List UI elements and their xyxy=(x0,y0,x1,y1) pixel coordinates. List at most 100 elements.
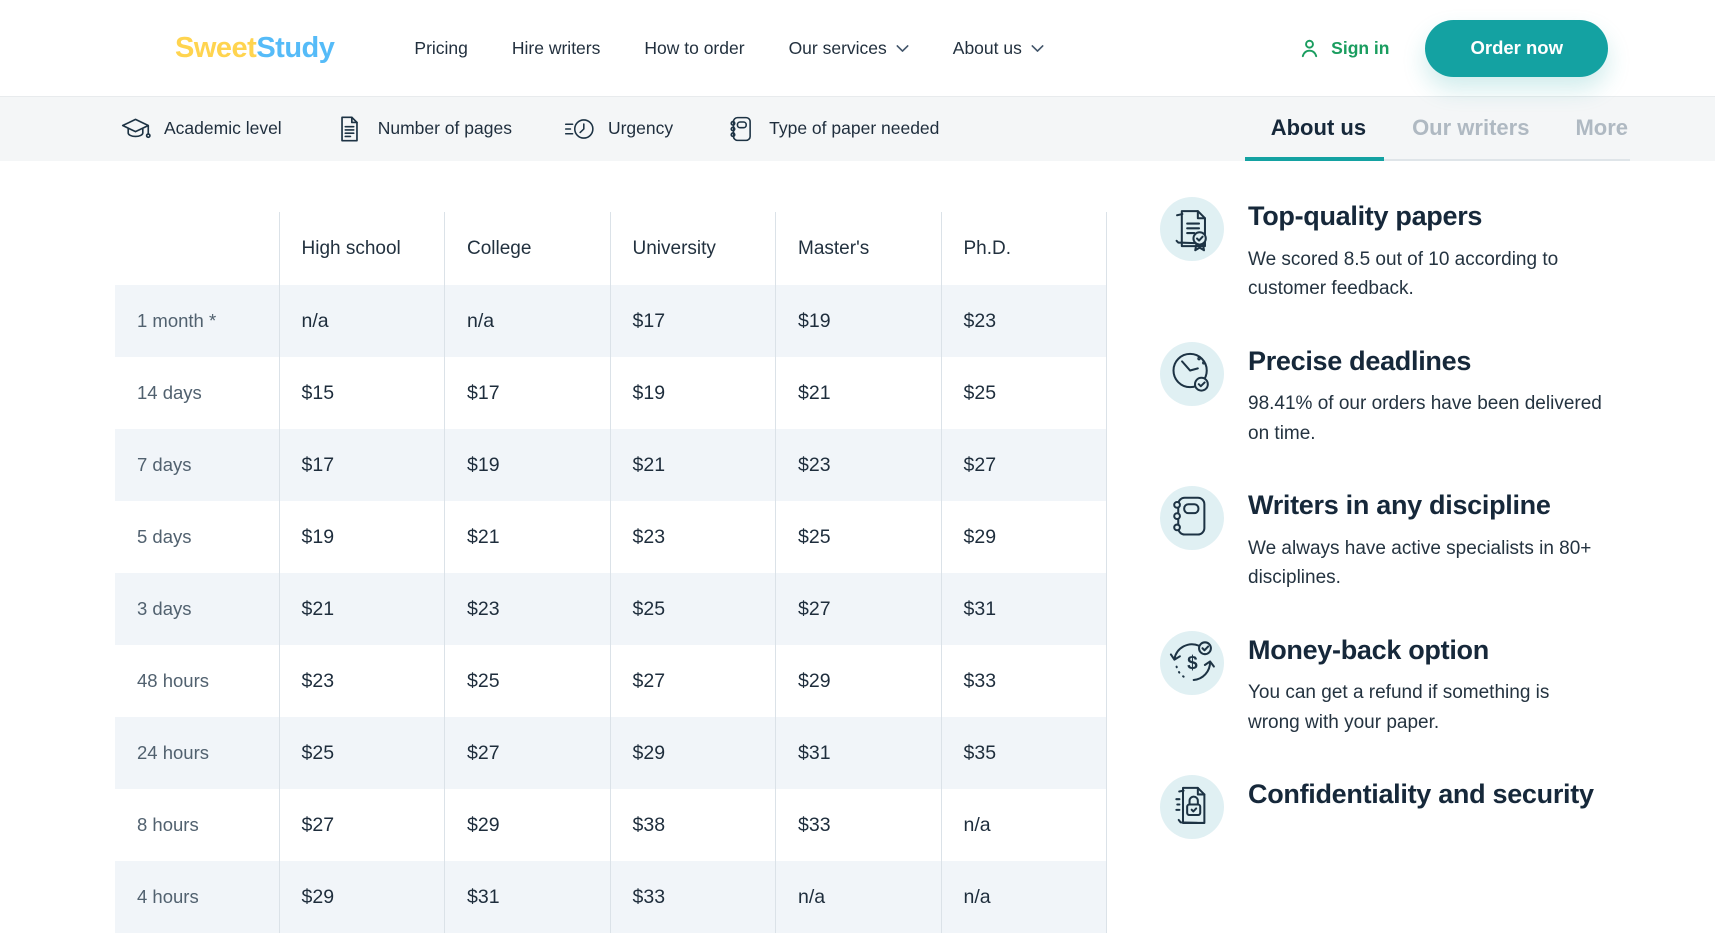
table-row: 48 hours $23 $25 $27 $29 $33 xyxy=(115,645,1107,717)
price-cell: $17 xyxy=(278,429,445,501)
feature-description: We scored 8.5 out of 10 according to cus… xyxy=(1248,248,1559,300)
price-cell: $29 xyxy=(775,645,941,717)
row-label: 4 hours xyxy=(137,886,199,907)
price-cell: n/a xyxy=(940,789,1107,861)
feature-description: 98.41% of our orders have been delivered… xyxy=(1248,393,1602,444)
brand-logo[interactable]: SweetStudy xyxy=(175,31,335,65)
pricing-table-container: High school College University Master's Ph.D… xyxy=(115,212,1107,933)
notebook-rings-icon xyxy=(1160,486,1224,550)
row-label: 3 days xyxy=(137,598,192,619)
price-cell: $33 xyxy=(775,789,941,861)
column-header: College xyxy=(444,212,610,285)
main-content: High school College University Master's Ph.D… xyxy=(0,161,1715,933)
price-cell: $19 xyxy=(278,501,445,573)
price-cell: $23 xyxy=(775,429,941,501)
order-option-urgency[interactable]: Urgency xyxy=(564,115,673,143)
brand-logo-sweet: Sweet xyxy=(175,31,257,64)
price-cell: $33 xyxy=(940,645,1107,717)
tab-our-writers[interactable]: Our writers xyxy=(1412,114,1530,140)
price-cell: $21 xyxy=(775,357,941,429)
price-cell: n/a xyxy=(444,285,610,357)
price-cell: $27 xyxy=(775,573,941,645)
table-header-row: High school College University Master's Ph.D… xyxy=(115,212,1107,285)
site-header: SweetStudy Pricing Hire writers How to o… xyxy=(0,0,1715,96)
price-cell: n/a xyxy=(940,861,1107,933)
price-cell: n/a xyxy=(775,861,941,933)
table-row: 8 hours $27 $29 $38 $33 n/a xyxy=(115,789,1107,861)
nav-item-label: Pricing xyxy=(414,37,468,58)
price-cell: $25 xyxy=(444,645,610,717)
price-cell: $21 xyxy=(444,501,610,573)
price-cell: $17 xyxy=(444,357,610,429)
money-refund-icon: $ xyxy=(1160,630,1224,695)
feature-description: You can get a refund if something is wro… xyxy=(1248,682,1550,733)
options-tabs-strip: Academic level Number of pages Urgency T… xyxy=(0,96,1715,161)
row-label: 48 hours xyxy=(137,670,209,691)
price-cell: $29 xyxy=(609,717,776,789)
order-option-label: Type of paper needed xyxy=(769,118,940,138)
order-option-label: Number of pages xyxy=(377,118,512,138)
price-cell: $25 xyxy=(609,573,776,645)
table-row: 24 hours $25 $27 $29 $31 $35 xyxy=(115,717,1107,789)
column-header: University xyxy=(609,212,776,285)
nav-item-hire-writers[interactable]: Hire writers xyxy=(512,38,600,59)
order-option-type-of-paper-needed[interactable]: Type of paper needed xyxy=(725,115,939,143)
price-cell: $31 xyxy=(444,861,610,933)
table-row: 1 month * n/a n/a $17 $19 $23 xyxy=(115,285,1107,357)
price-cell: $29 xyxy=(940,501,1107,573)
row-label: 5 days xyxy=(137,526,192,547)
clock-check-icon xyxy=(1160,341,1224,406)
nav-item-our-services[interactable]: Our services xyxy=(789,38,909,59)
feature-writers-in-any-discipline: Writers in any discipline We always have… xyxy=(1160,486,1660,593)
feature-title: Writers in any discipline xyxy=(1248,490,1551,520)
column-header: High school xyxy=(278,212,445,285)
svg-text:$: $ xyxy=(1187,653,1198,674)
feature-description: We always have active specialists in 80+… xyxy=(1248,537,1592,589)
graduation-cap-icon xyxy=(120,115,151,143)
row-label: 7 days xyxy=(137,454,192,475)
price-cell: $25 xyxy=(775,501,941,573)
lock-document-icon xyxy=(1160,775,1224,839)
user-icon xyxy=(1298,37,1321,60)
sign-in-link[interactable]: Sign in xyxy=(1298,37,1389,60)
price-cell: $25 xyxy=(278,717,445,789)
price-cell: $29 xyxy=(444,789,610,861)
tab-more[interactable]: More xyxy=(1575,114,1628,140)
nav-item-how-to-order[interactable]: How to order xyxy=(644,38,744,59)
price-cell: $38 xyxy=(609,789,776,861)
price-cell: $25 xyxy=(940,357,1107,429)
feature-top-quality-papers: Top-quality papers We scored 8.5 out of … xyxy=(1160,197,1660,304)
order-option-number-of-pages[interactable]: Number of pages xyxy=(334,115,512,143)
price-cell: $21 xyxy=(278,573,445,645)
table-row: 3 days $21 $23 $25 $27 $31 xyxy=(115,573,1107,645)
feature-title: Top-quality papers xyxy=(1248,201,1483,231)
features-sidebar: Top-quality papers We scored 8.5 out of … xyxy=(1160,197,1660,877)
price-cell: $17 xyxy=(609,285,776,357)
nav-item-label: Hire writers xyxy=(511,37,601,58)
nav-item-pricing[interactable]: Pricing xyxy=(414,38,468,59)
price-cell: $33 xyxy=(609,861,776,933)
order-option-label: Academic level xyxy=(164,118,282,138)
sign-in-label: Sign in xyxy=(1331,37,1390,58)
chevron-down-icon xyxy=(1031,44,1044,53)
nav-item-label: How to order xyxy=(644,37,745,58)
feature-title: Confidentiality and security xyxy=(1248,779,1594,809)
price-cell: $27 xyxy=(940,429,1107,501)
price-cell: $29 xyxy=(278,861,445,933)
order-options: Academic level Number of pages Urgency T… xyxy=(120,115,939,143)
brand-logo-study: Study xyxy=(256,31,335,64)
column-header: Master's xyxy=(775,212,941,285)
order-option-academic-level[interactable]: Academic level xyxy=(120,115,282,143)
table-row: 4 hours $29 $31 $33 n/a n/a xyxy=(115,861,1107,933)
tab-about-us[interactable]: About us xyxy=(1244,96,1385,161)
price-cell: $31 xyxy=(775,717,941,789)
price-cell: n/a xyxy=(278,285,445,357)
table-row: 14 days $15 $17 $19 $21 $25 xyxy=(115,357,1107,429)
price-cell: $35 xyxy=(940,717,1107,789)
order-now-button[interactable]: Order now xyxy=(1425,19,1608,77)
nav-item-about-us[interactable]: About us xyxy=(953,38,1044,59)
table-row: 7 days $17 $19 $21 $23 $27 xyxy=(115,429,1107,501)
nav-item-label: Our services xyxy=(788,37,887,58)
certificate-paper-icon xyxy=(1160,197,1224,261)
price-cell: $23 xyxy=(444,573,610,645)
